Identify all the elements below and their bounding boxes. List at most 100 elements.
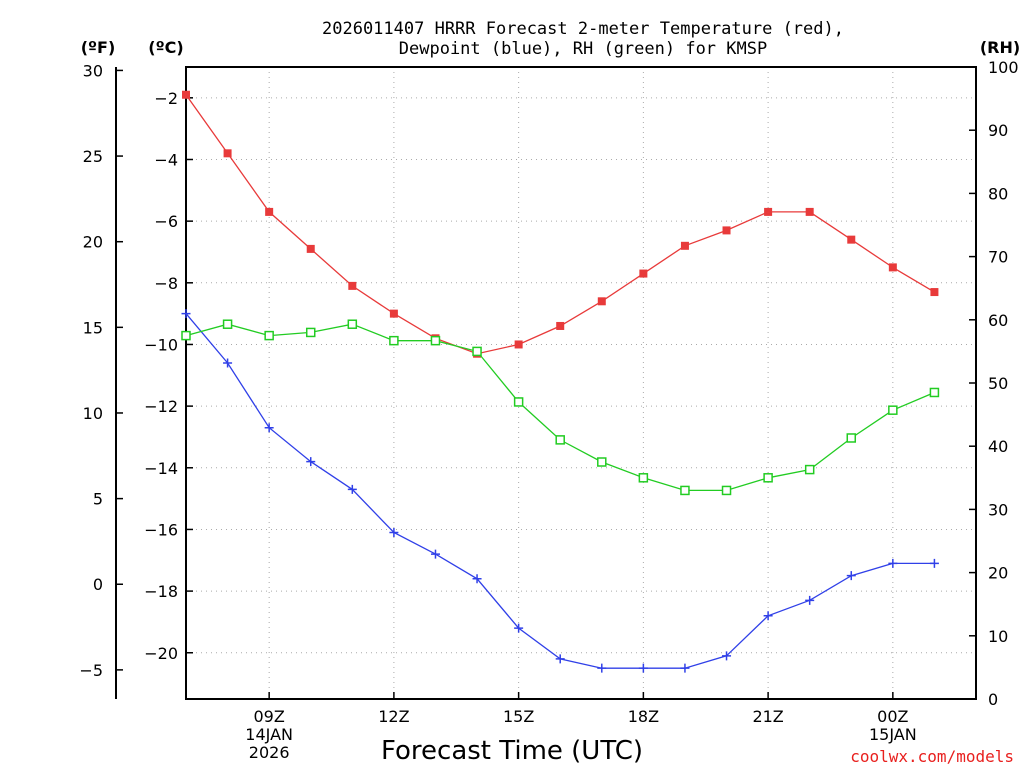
dewpoint-point [472, 574, 482, 584]
temperature-point [265, 207, 274, 216]
rh-point [680, 485, 690, 496]
rh-point [721, 485, 732, 496]
c-tick-label: −20 [144, 644, 178, 663]
f-tick-label: 0 [93, 575, 103, 594]
dewpoint-point [555, 654, 565, 664]
rh-tick-label: 20 [988, 564, 1008, 583]
gridlines [186, 67, 976, 699]
dewpoint-point [638, 663, 648, 673]
dewpoint-point [223, 358, 233, 368]
x-tick-label: 09Z [253, 707, 284, 726]
dewpoint-point [347, 484, 357, 494]
rh-point [347, 319, 358, 329]
rh-tick-label: 90 [988, 121, 1008, 140]
rh-point [472, 346, 482, 357]
dewpoint-point [680, 663, 690, 673]
f-tick-label: 20 [83, 233, 103, 252]
temperature-line [185, 94, 935, 355]
rh-point [555, 435, 565, 445]
rh-tick-label: 70 [988, 248, 1008, 267]
unit-label-fahrenheit: (ºF) [81, 38, 116, 57]
rh-line [185, 323, 935, 492]
temperature-point [847, 235, 856, 244]
dewpoint-point [264, 423, 274, 433]
f-tick-label: 30 [83, 61, 103, 80]
c-tick-label: −16 [144, 520, 178, 539]
x-tick-label: 18Z [628, 707, 659, 726]
dewpoint-point [430, 549, 440, 559]
dewpoint-point [805, 595, 815, 605]
temperature-point [805, 207, 814, 216]
unit-label-celsius: (ºC) [148, 38, 183, 57]
rh-tick-label: 60 [988, 311, 1008, 330]
temperature-point [764, 207, 773, 216]
data-series [181, 90, 940, 673]
f-tick-label: 10 [83, 404, 103, 423]
dewpoint-point [597, 663, 607, 673]
rh-point [804, 464, 815, 475]
rh-point [305, 327, 316, 338]
x-tick-label: 15Z [503, 707, 534, 726]
dewpoint-point [306, 457, 316, 467]
temperature-point [223, 149, 232, 158]
rh-tick-label: 30 [988, 500, 1008, 519]
f-tick-label: 5 [93, 490, 103, 509]
temperature-point [182, 90, 190, 99]
c-tick-label: −12 [144, 397, 178, 416]
dewpoint-line [185, 313, 935, 669]
c-tick-label: −4 [154, 150, 178, 169]
f-tick-label: 25 [83, 147, 103, 166]
rh-point [430, 335, 441, 346]
dewpoint-point [181, 309, 191, 319]
rh-tick-label: 10 [988, 627, 1008, 646]
temperature-point [556, 321, 565, 330]
rh-point [846, 433, 857, 443]
c-tick-label: −2 [154, 89, 178, 108]
dewpoint-point [389, 528, 399, 538]
plot-frame [185, 66, 977, 700]
temperature-point [306, 244, 315, 253]
chart-title-line2: Dewpoint (blue), RH (green) for KMSP [399, 39, 767, 59]
temperature-point [722, 226, 731, 235]
temperature-point [348, 281, 357, 290]
f-tick-label: 15 [83, 318, 103, 337]
dewpoint-point [846, 571, 856, 581]
unit-label-rh: (RH) [980, 38, 1020, 57]
rh-point [763, 473, 773, 483]
rh-point [597, 457, 607, 467]
dewpoint-point [929, 558, 939, 568]
rh-tick-label: 50 [988, 374, 1008, 393]
temperature-point [514, 340, 523, 349]
dewpoint-point [722, 651, 732, 661]
rh-point [181, 330, 191, 341]
dewpoint-point [763, 611, 773, 621]
x-tick-date: 15JAN [869, 725, 917, 744]
c-tick-label: −18 [144, 582, 178, 601]
rh-tick-label: 0 [988, 690, 998, 709]
rh-tick-label: 80 [988, 184, 1008, 203]
f-tick-label: −5 [79, 661, 103, 680]
rh-point [888, 405, 898, 415]
temperature-point [639, 269, 648, 278]
dewpoint-point [514, 623, 524, 633]
c-tick-label: −6 [154, 212, 178, 231]
tick-labels: 302520151050−5−2−4−6−8−10−12−14−16−18−20… [79, 58, 1018, 762]
c-tick-label: −8 [154, 274, 178, 293]
temperature-point [597, 297, 606, 306]
temperature-point [389, 309, 398, 318]
axes [115, 66, 977, 700]
x-tick-label: 21Z [752, 707, 783, 726]
rh-tick-label: 40 [988, 437, 1008, 456]
x-tick-date: 14JAN [245, 725, 293, 744]
temperature-point [930, 288, 939, 297]
x-tick-label: 00Z [877, 707, 908, 726]
dewpoint-point [888, 558, 898, 568]
credit-text: coolwx.com/models [850, 747, 1014, 766]
x-tick-label: 12Z [378, 707, 409, 726]
rh-point [929, 387, 940, 398]
rh-point [222, 319, 233, 329]
rh-tick-label: 100 [988, 58, 1019, 77]
x-axis-label: Forecast Time (UTC) [381, 736, 643, 766]
temperature-point [680, 241, 689, 250]
